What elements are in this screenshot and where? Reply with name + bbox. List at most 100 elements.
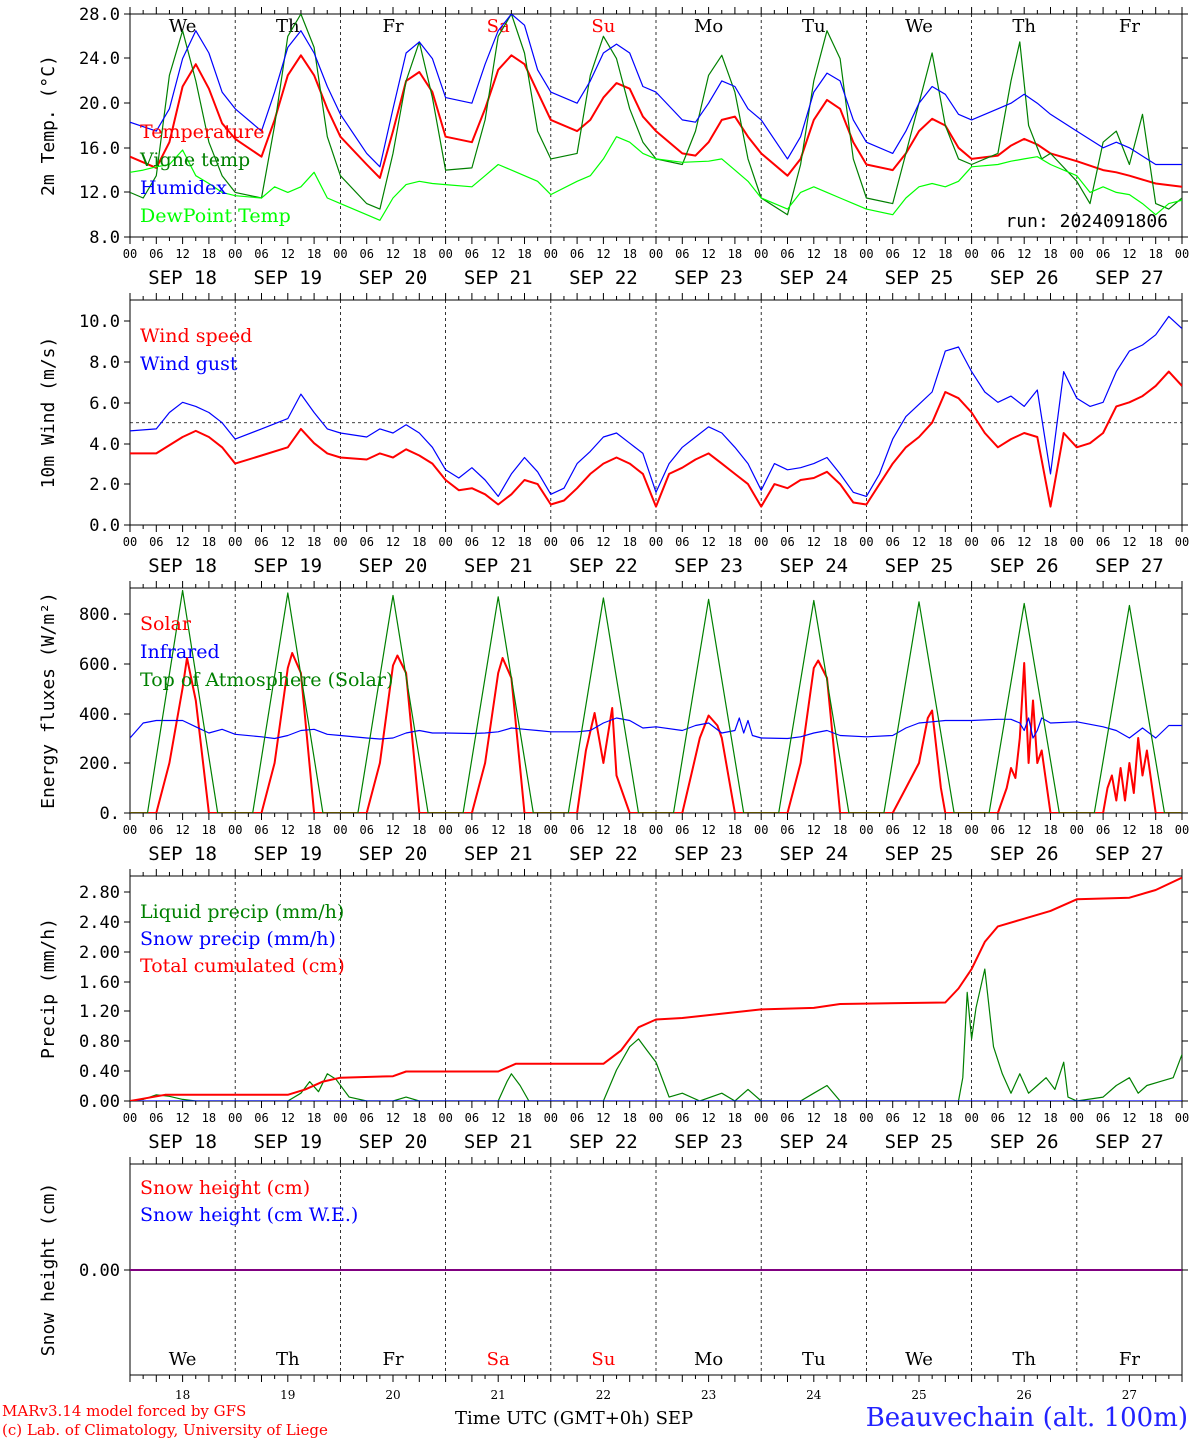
x-tick-label: 00 [333,823,347,837]
x-tick-label: 12 [175,247,189,261]
x-tick-label: 12 [1122,823,1136,837]
y-axis-title: 2m Temp. (°C) [38,55,59,196]
day-number-label: 22 [596,1388,611,1402]
date-label: SEP 27 [1095,843,1164,865]
x-tick-label: 06 [465,823,479,837]
x-tick-label: 06 [1096,823,1110,837]
x-tick-label: 12 [596,247,610,261]
date-label: SEP 19 [253,843,322,865]
x-tick-label: 18 [728,1111,742,1125]
y-tick-label: 6.0 [89,394,120,414]
weekday-label: We [169,1349,197,1370]
series-line-temperature [130,54,1182,188]
x-tick-label: 06 [885,823,899,837]
x-tick-label: 06 [359,823,373,837]
x-tick-label: 00 [438,247,452,261]
x-tick-label: 00 [964,823,978,837]
x-tick-label: 12 [386,823,400,837]
x-tick-label: 18 [517,823,531,837]
x-tick-label: 12 [807,823,821,837]
series-line-top-of-atmosphere-solar- [130,589,1182,813]
x-tick-label: 18 [517,1111,531,1125]
x-tick-label: 18 [1043,247,1057,261]
panel-snow: We Th Fr Sa Su Mo Tu We Th Fr 18 19 20 21 22 23 24 25 26 27… [38,1157,1188,1402]
date-label: SEP 26 [990,555,1059,577]
date-label: SEP 20 [359,555,428,577]
y-axis-title: Energy fluxes (W/m²) [38,592,59,809]
x-tick-label: 00 [964,247,978,261]
x-tick-label: 18 [517,535,531,549]
x-tick-label: 06 [885,1111,899,1125]
x-tick-label: 00 [438,823,452,837]
x-tick-label: 06 [359,247,373,261]
y-tick-label: 0.00 [79,1261,120,1281]
x-tick-label: 12 [281,247,295,261]
x-tick-label: 18 [833,1111,847,1125]
x-tick-label: 18 [622,247,636,261]
x-tick-label: 00 [1175,535,1189,549]
x-tick-label: 00 [333,535,347,549]
x-tick-label: 12 [912,247,926,261]
x-tick-label: 18 [938,535,952,549]
x-tick-label: 12 [386,535,400,549]
date-label: SEP 19 [253,1131,322,1153]
date-label: SEP 18 [148,555,217,577]
x-tick-label: 00 [123,823,137,837]
x-tick-label: 18 [1148,247,1162,261]
y-tick-label: 16.0 [79,139,120,159]
x-tick-label: 12 [912,1111,926,1125]
x-tick-label: 00 [123,1111,137,1125]
date-label: SEP 21 [464,555,533,577]
date-label: SEP 23 [674,555,743,577]
x-tick-label: 06 [465,247,479,261]
legend-entry: DewPoint Temp [140,205,291,227]
panel-wind: 00 06 12 18 00 06 12 18 00 06 12 18 00 06 12 18 00 06 12 18… [38,293,1189,577]
x-tick-label: 12 [1122,1111,1136,1125]
x-tick-label: 18 [517,247,531,261]
series-line-wind-speed [130,370,1182,508]
x-tick-label: 12 [807,247,821,261]
y-tick-label: 8.0 [89,353,120,373]
x-tick-label: 18 [412,247,426,261]
date-label: SEP 23 [674,1131,743,1153]
series-line-liquid-precip-mm-h- [130,968,1182,1101]
x-tick-label: 00 [228,823,242,837]
x-tick-label: 00 [754,247,768,261]
x-tick-label: 18 [1148,823,1162,837]
date-label: SEP 26 [990,843,1059,865]
y-tick-label: 0.40 [79,1062,120,1082]
x-tick-label: 18 [202,1111,216,1125]
x-tick-label: 18 [202,247,216,261]
x-tick-label: 06 [254,535,268,549]
x-tick-label: 00 [123,247,137,261]
x-tick-label: 00 [544,823,558,837]
date-label: SEP 22 [569,555,638,577]
series-line-total-cumulated-cm- [130,876,1182,1101]
y-tick-label: 8.0 [89,228,120,248]
x-tick-label: 12 [491,247,505,261]
x-tick-label: 18 [833,823,847,837]
x-tick-label: 12 [386,1111,400,1125]
legend-entry: Liquid precip (mm/h) [140,901,344,923]
date-label: SEP 18 [148,267,217,289]
x-tick-label: 06 [780,247,794,261]
x-tick-label: 12 [491,823,505,837]
x-tick-label: 12 [1017,823,1031,837]
x-tick-label: 00 [228,1111,242,1125]
day-number-label: 24 [806,1388,822,1402]
date-label: SEP 24 [779,843,848,865]
date-label: SEP 21 [464,267,533,289]
x-tick-label: 00 [1070,535,1084,549]
x-tick-label: 12 [807,535,821,549]
x-tick-label: 00 [228,247,242,261]
day-number-label: 26 [1017,1388,1032,1402]
y-tick-label: 0.00 [79,1092,120,1112]
x-tick-label: 00 [123,535,137,549]
x-tick-label: 18 [202,823,216,837]
date-label: SEP 20 [359,1131,428,1153]
y-tick-label: 10.0 [79,312,120,332]
x-tick-label: 00 [754,823,768,837]
credit-line-1: MARv3.14 model forced by GFS [2,1402,246,1420]
x-tick-label: 00 [438,535,452,549]
